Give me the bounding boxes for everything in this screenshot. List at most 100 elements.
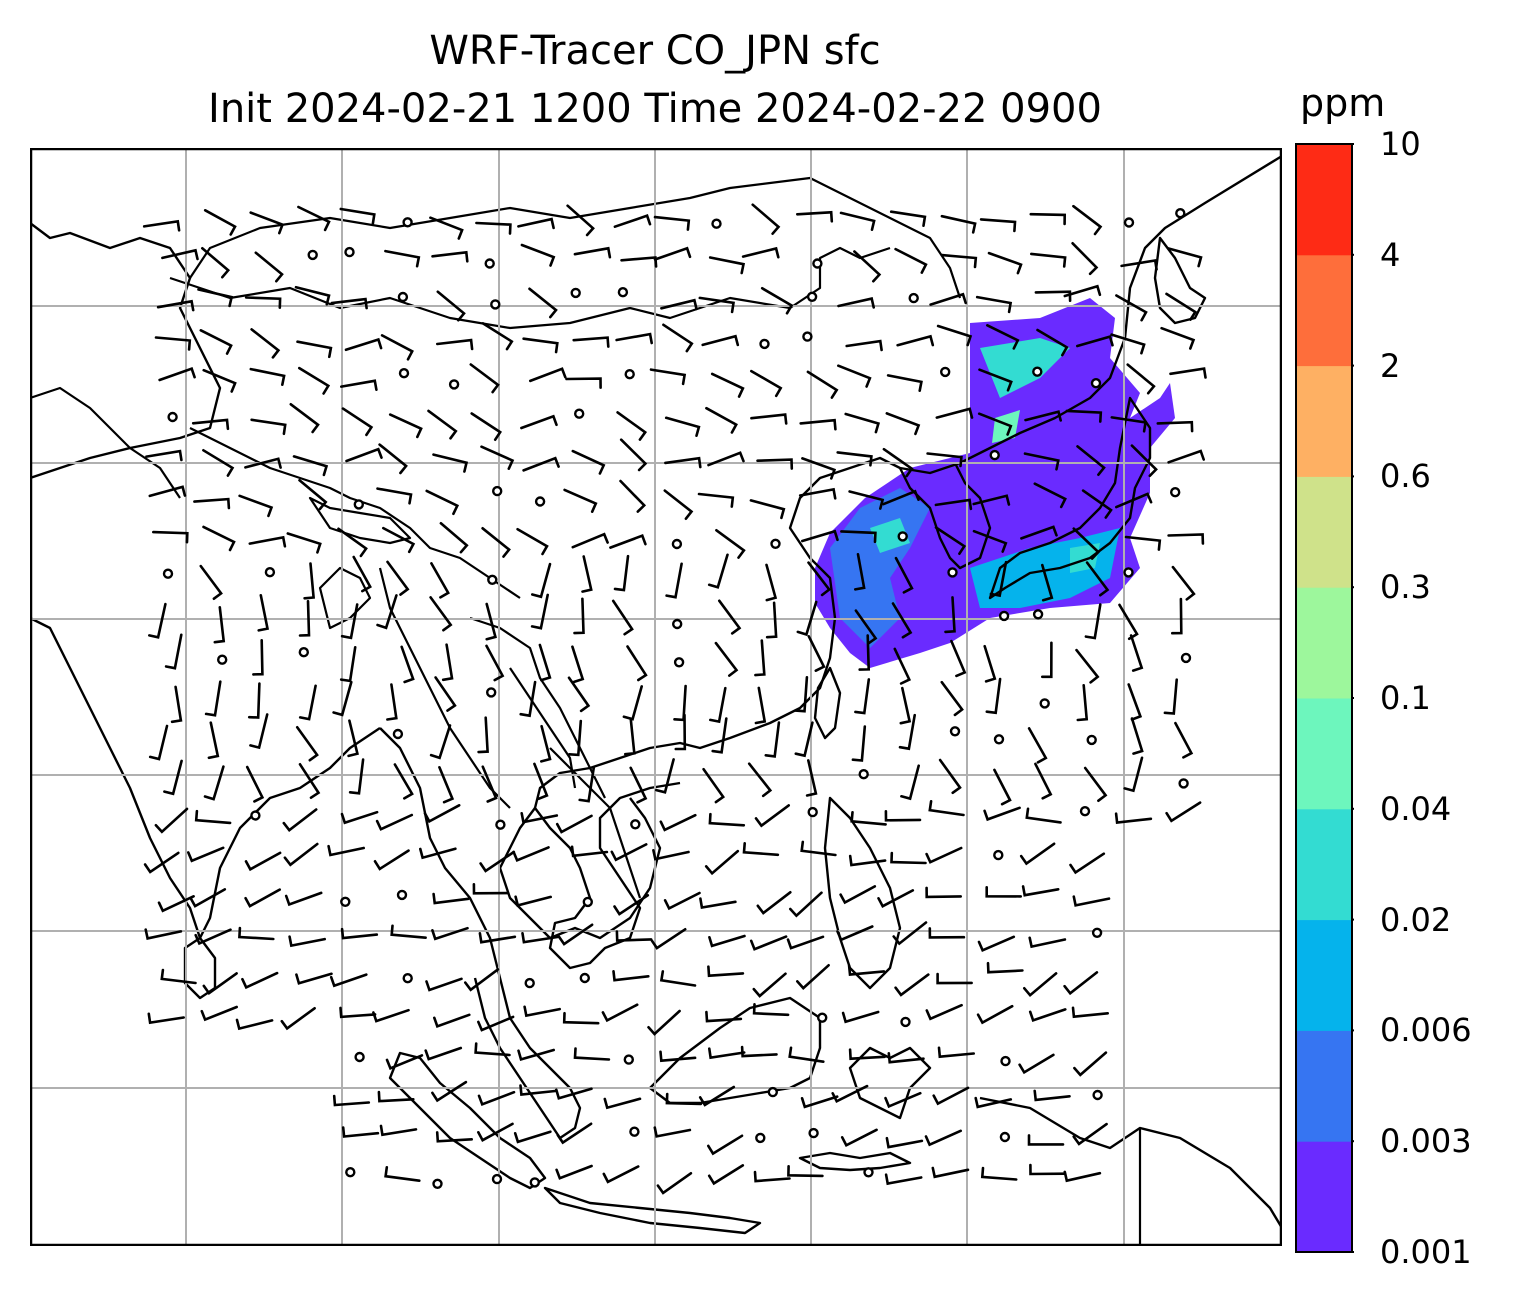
- wind-barb: [204, 680, 222, 717]
- calm-marker: [993, 734, 1005, 745]
- wind-barb: [848, 1048, 886, 1061]
- wind-barb: [844, 412, 881, 434]
- wind-barb: [659, 1050, 697, 1063]
- calm-marker: [345, 1166, 356, 1178]
- wind-barb: [244, 457, 282, 469]
- wind-barb: [385, 1054, 424, 1070]
- wind-barb: [571, 645, 585, 684]
- wind-barb: [1072, 204, 1103, 236]
- wind-barb: [1167, 449, 1205, 464]
- wind-barb: [477, 1090, 516, 1106]
- wind-barb: [622, 685, 643, 721]
- wind-barb: [1124, 535, 1162, 551]
- wind-barb: [1114, 812, 1153, 825]
- wind-barb: [347, 719, 359, 758]
- wind-barb: [144, 928, 183, 940]
- wind-barb: [573, 597, 585, 635]
- wind-barb: [207, 721, 220, 760]
- wind-barb: [201, 247, 231, 279]
- wind-barb: [750, 413, 788, 425]
- colorbar-segment: [1296, 476, 1352, 588]
- wind-barb: [238, 926, 275, 941]
- wind-barb: [1065, 409, 1103, 423]
- wind-barb: [572, 336, 610, 348]
- wind-barb: [611, 599, 634, 636]
- wind-barb: [659, 970, 697, 987]
- calm-marker: [711, 218, 722, 229]
- wind-barb: [191, 418, 230, 431]
- calm-marker: [1032, 366, 1043, 377]
- wind-barb: [519, 680, 537, 718]
- wind-barb: [934, 526, 967, 555]
- wind-barb: [940, 214, 977, 234]
- wind-barb: [940, 680, 964, 717]
- wind-barb: [298, 684, 317, 721]
- wind-barb: [327, 844, 365, 857]
- wind-barb: [557, 923, 594, 946]
- wind-barb: [434, 676, 457, 712]
- wind-barb: [435, 1131, 473, 1143]
- wind-barb: [295, 726, 319, 762]
- wind-barb: [760, 287, 794, 315]
- wind-barb: [801, 529, 839, 543]
- wind-barb: [932, 1086, 970, 1106]
- colorbar-tick-label: 0.3: [1380, 568, 1431, 607]
- wind-barb: [298, 763, 321, 799]
- wind-barb: [993, 768, 1012, 806]
- wind-barb: [601, 1003, 639, 1023]
- wind-barb: [714, 641, 739, 677]
- wind-barb: [1041, 641, 1053, 679]
- wind-barb: [563, 488, 598, 513]
- calm-marker: [858, 769, 869, 780]
- wind-barb: [249, 713, 269, 750]
- calm-marker: [1178, 778, 1189, 789]
- wind-barb: [839, 885, 877, 905]
- wind-barb: [986, 961, 1024, 974]
- wind-barb: [892, 921, 928, 946]
- wind-barb: [655, 758, 675, 794]
- colorbar-tick-label: 2: [1380, 346, 1401, 385]
- wind-barb: [884, 810, 922, 822]
- colorbar-segment: [1296, 144, 1352, 256]
- calm-marker: [863, 1167, 874, 1178]
- wind-barb: [940, 253, 978, 269]
- wind-barb: [248, 535, 287, 548]
- wind-barb: [619, 438, 648, 472]
- calm-marker: [574, 408, 585, 419]
- wind-barb: [284, 891, 323, 907]
- wind-barb: [884, 1173, 923, 1186]
- wind-barb: [431, 250, 469, 263]
- wind-barb: [742, 842, 780, 857]
- wind-barb: [520, 414, 558, 430]
- colorbar-tick-label: 0.1: [1380, 679, 1431, 717]
- colorbar-tick-label: 4: [1380, 235, 1401, 274]
- calm-marker: [1169, 487, 1181, 498]
- wind-barb: [886, 374, 923, 392]
- wind-barb: [538, 643, 552, 682]
- wind-barb: [339, 207, 376, 225]
- wind-barb: [578, 766, 596, 803]
- wind-barb: [807, 635, 826, 672]
- wind-barb: [754, 686, 767, 725]
- wind-barb: [885, 412, 921, 436]
- wind-barb: [1027, 1134, 1065, 1146]
- wind-barb: [142, 219, 181, 232]
- wind-barb: [382, 526, 416, 554]
- wind-barb: [294, 285, 331, 306]
- coast-java: [543, 1186, 762, 1235]
- wind-barb: [339, 646, 357, 683]
- wind-barb: [698, 1085, 736, 1107]
- wind-barb: [894, 556, 914, 594]
- calm-marker: [529, 1177, 540, 1188]
- wind-barb: [1024, 410, 1062, 422]
- calm-marker: [432, 1178, 443, 1190]
- calm-marker: [998, 610, 1010, 622]
- wind-barb: [1033, 1089, 1071, 1102]
- wind-barb: [1129, 634, 1144, 672]
- wind-barb: [925, 1003, 963, 1021]
- wind-barb: [980, 1166, 1018, 1181]
- wind-barb: [1019, 842, 1056, 866]
- colorbar-segment: [1296, 698, 1352, 810]
- wind-barb: [286, 532, 322, 554]
- wind-barb: [741, 246, 780, 259]
